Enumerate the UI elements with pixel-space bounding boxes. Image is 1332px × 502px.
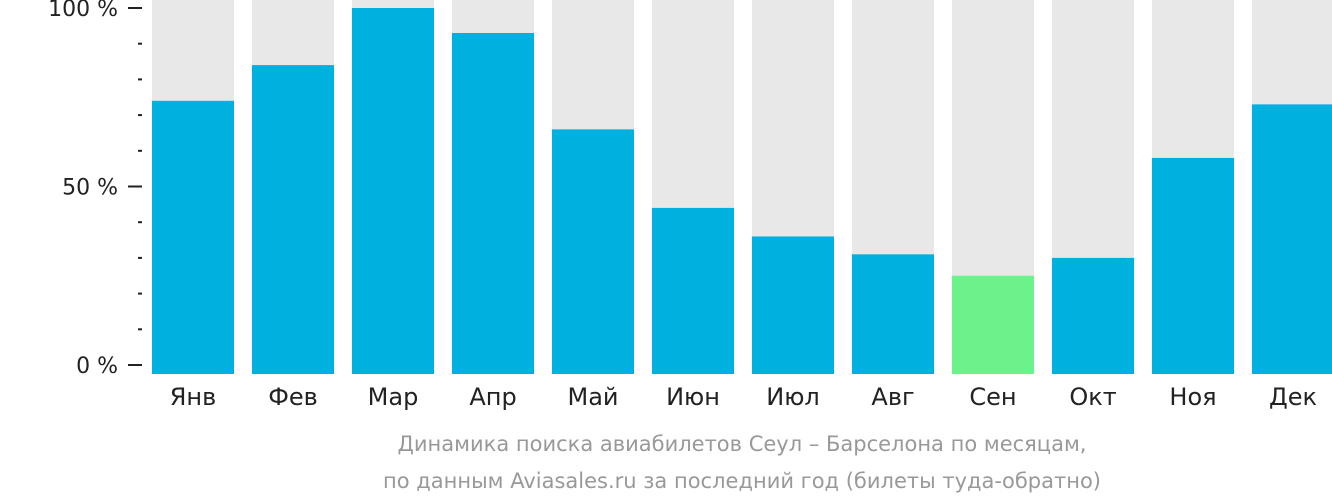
x-tick-label: Июл: [766, 383, 820, 411]
bar-3: [352, 8, 434, 374]
x-tick-label: Ноя: [1169, 383, 1216, 411]
chart-caption: Динамика поиска авиабилетов Сеул – Барсе…: [383, 432, 1101, 493]
x-tick-label: Апр: [469, 383, 516, 411]
bar-6: [652, 207, 734, 374]
x-tick-label: Сен: [969, 383, 1016, 411]
bar-2: [252, 65, 334, 375]
x-tick-label: Июн: [666, 383, 720, 411]
y-tick-label: 50 %: [62, 176, 118, 201]
bar-10: [1052, 257, 1134, 374]
y-tick-label: 0 %: [76, 354, 118, 379]
bar-5: [552, 129, 634, 374]
bar-9: [952, 275, 1034, 374]
x-axis-labels: Янв Фев Мар Апр Май Июн Июл Авг Сен Окт Ноя Дек: [170, 383, 1317, 411]
bar-11: [1152, 157, 1234, 374]
caption-line-2: по данным Aviasales.ru за последний год …: [383, 469, 1101, 493]
bar-8: [852, 254, 934, 374]
x-tick-label: Дек: [1269, 383, 1317, 411]
bar-7: [752, 236, 834, 374]
x-tick-label: Окт: [1069, 383, 1116, 411]
y-axis: 0 % 50 % 100 %: [48, 0, 142, 379]
x-tick-label: Мар: [368, 383, 419, 411]
x-tick-label: Май: [567, 383, 618, 411]
bars: [152, 0, 1332, 375]
bar-4: [452, 32, 534, 375]
bar-12: [1252, 104, 1332, 374]
caption-line-1: Динамика поиска авиабилетов Сеул – Барсе…: [398, 432, 1087, 456]
bar-1: [152, 100, 234, 374]
x-tick-label: Янв: [170, 383, 217, 411]
x-tick-label: Фев: [268, 383, 318, 411]
x-tick-label: Авг: [871, 383, 914, 411]
y-tick-label: 100 %: [48, 0, 118, 22]
